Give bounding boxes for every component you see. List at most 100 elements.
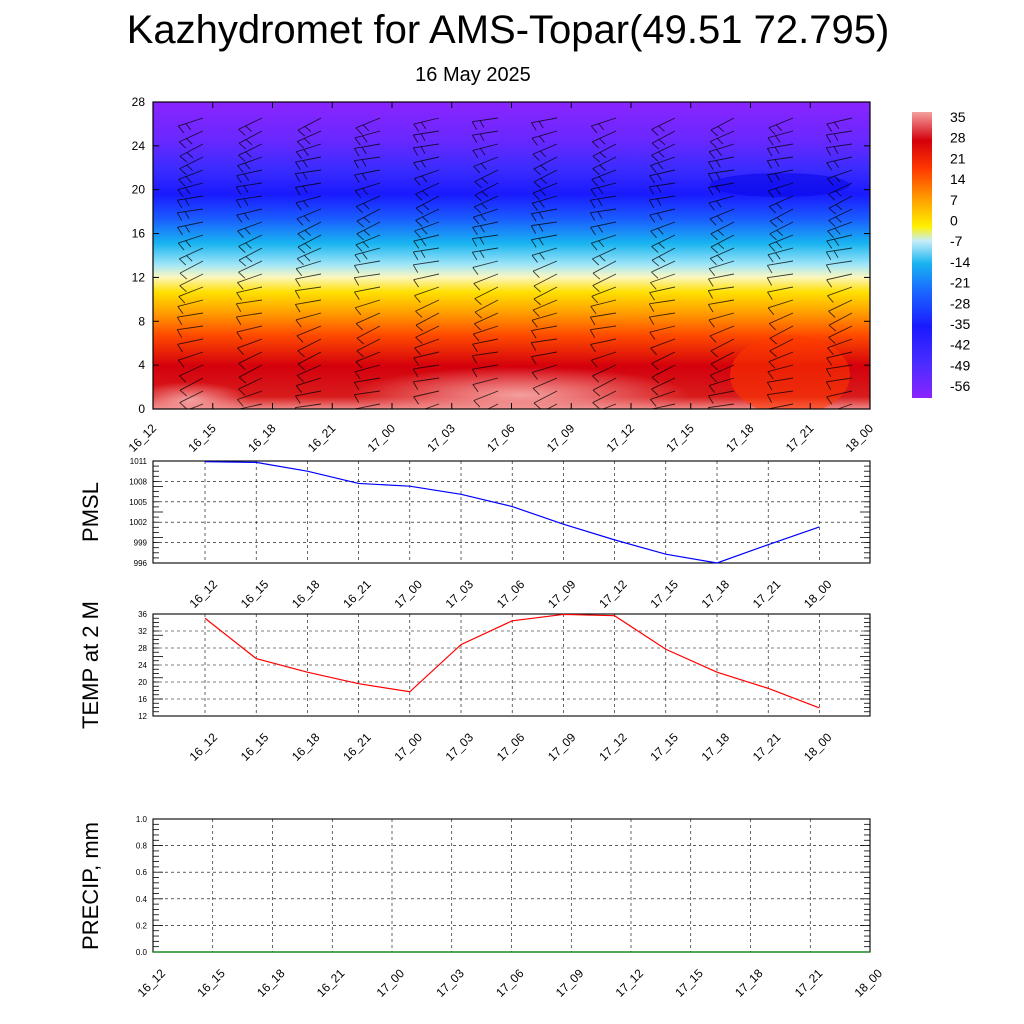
wind-barb-flag: [356, 350, 364, 358]
wind-barb-staff: [296, 208, 322, 220]
wind-barb-flag: [235, 303, 242, 312]
wind-barb-flag: [776, 217, 784, 224]
wind-barb-flag: [177, 189, 184, 198]
wind-barb-staff: [415, 312, 440, 326]
wind-barb-flag: [769, 220, 778, 228]
wind-barb-staff: [590, 208, 617, 214]
wind-barb-flag: [531, 372, 538, 380]
wind-barb-flag: [887, 401, 893, 408]
wind-barb-flag: [825, 368, 832, 377]
wind-barb-flag: [354, 371, 361, 380]
wind-barb-flag: [297, 233, 305, 241]
wind-barb-staff: [885, 352, 911, 356]
wind-barb-staff: [651, 260, 676, 273]
wind-barb-flag: [186, 138, 193, 145]
wind-barb-staff: [414, 338, 440, 349]
xtick-label: 17_00: [374, 966, 408, 1000]
wind-barb-flag: [179, 413, 185, 420]
wind-barb-flag: [887, 284, 893, 291]
wind-barb-flag: [297, 363, 306, 371]
wind-barb-staff: [651, 143, 676, 156]
wind-barb-staff: [708, 390, 735, 397]
xs-xtick-label: 17_15: [663, 421, 697, 455]
wind-barb-flag: [710, 246, 719, 254]
wind-barb-flag: [363, 229, 371, 236]
wind-barb-flag: [648, 186, 655, 195]
wind-barb-flag: [656, 173, 663, 181]
wind-barb-flag: [826, 396, 833, 405]
wind-barb-staff: [888, 287, 911, 299]
wind-barb-staff: [708, 273, 735, 280]
wind-barb-flag: [237, 230, 244, 239]
wind-barb-staff: [236, 299, 263, 305]
wind-barb-flag: [238, 154, 246, 162]
wind-barb-flag: [238, 363, 246, 370]
xtick-label: 16_12: [135, 966, 169, 1000]
wind-barb-staff: [238, 143, 263, 156]
wind-barb-flag: [717, 229, 725, 236]
wind-barb-flag: [710, 233, 718, 241]
wind-barb-staff: [590, 299, 617, 307]
wind-barb-staff: [531, 312, 558, 321]
xtick-label: 16_15: [194, 966, 228, 1000]
wind-barb-flag: [531, 330, 537, 339]
wind-barb-flag: [650, 347, 657, 356]
wind-barb-staff: [355, 182, 381, 192]
wind-barb-staff: [179, 247, 204, 260]
wind-barb-staff: [236, 208, 263, 216]
wind-barb-flag: [479, 120, 485, 128]
wind-barb-flag: [177, 359, 185, 368]
wind-barb-flag: [179, 155, 188, 163]
wind-barb-staff: [885, 248, 911, 252]
wind-barb-flag: [243, 198, 249, 206]
wind-barb-flag: [295, 278, 301, 287]
wind-barb-flag: [598, 123, 605, 131]
wind-barb-flag: [885, 239, 889, 247]
wind-barb-flag: [531, 356, 537, 365]
wind-barb-staff: [414, 169, 440, 179]
xs-ytick-label: 12: [132, 270, 146, 284]
wind-barb-flag: [412, 264, 419, 273]
wind-barb-flag: [472, 150, 479, 158]
wind-barb-flag: [179, 272, 188, 280]
wind-barb-flag: [238, 271, 246, 279]
wind-barb-flag: [833, 160, 840, 168]
xs-ytick-label: 8: [138, 314, 145, 328]
wind-barb-flag: [651, 376, 660, 384]
wind-barb-flag: [238, 259, 247, 267]
wind-barb-flag: [302, 160, 308, 168]
wind-barb-flag: [592, 272, 601, 280]
wind-barb-flag: [472, 343, 478, 353]
wind-barb-flag: [237, 347, 244, 356]
wind-barb-flag: [235, 199, 242, 208]
wind-barb-flag: [597, 225, 603, 233]
colorbar-label: 21: [950, 150, 966, 166]
wind-barb-staff: [768, 117, 794, 129]
wind-barb-flag: [886, 334, 892, 341]
wind-barb-staff: [297, 247, 322, 259]
wind-barb-staff: [886, 378, 911, 385]
wind-barb-flag: [657, 228, 664, 235]
wind-barb-flag: [716, 200, 722, 208]
wind-barb-flag: [354, 190, 362, 199]
wind-barb-flag: [178, 179, 186, 187]
wind-barb-flag: [715, 172, 721, 180]
wind-barb-staff: [354, 130, 381, 139]
wind-barb-staff: [533, 169, 558, 183]
wind-barb-staff: [531, 234, 558, 241]
wind-barb-flag: [592, 285, 600, 292]
wind-barb-flag: [658, 151, 665, 158]
wind-barb-staff: [888, 300, 911, 312]
wind-barb-staff: [887, 157, 911, 166]
wind-barb-flag: [774, 173, 780, 181]
wind-barb-staff: [591, 169, 617, 180]
wind-barb-staff: [415, 208, 440, 221]
wind-barb-flag: [768, 244, 776, 252]
wind-barb-flag: [421, 175, 428, 183]
wind-barb-flag: [767, 174, 773, 183]
wind-barb-staff: [354, 260, 381, 266]
wind-barb-staff: [590, 221, 617, 228]
ytick-label: 28: [138, 644, 147, 653]
wind-barb-staff: [710, 221, 735, 235]
precip-panel: 1.0 0.8 0.6 0.4 0.2 0.0 16_12 16_15 16_18 16_21 17…: [78, 815, 885, 1000]
